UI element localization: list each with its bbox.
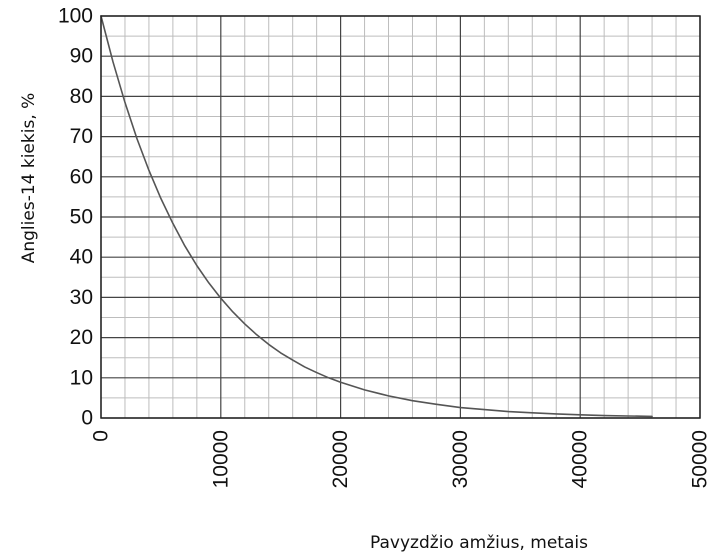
decay-curve-point [580,414,581,415]
decay-curve-line [100,15,653,418]
y-tick-label: 30 [70,286,93,309]
decay-curve-point [292,360,293,361]
x-tick-labels: 0 10000 20000 30000 40000 50000 [90,430,712,488]
decay-curve-point [364,389,365,390]
x-tick-label: 20000 [329,430,352,488]
y-tick-label: 60 [70,165,93,188]
y-tick-label: 90 [70,45,93,68]
decay-curve-point [436,404,437,405]
x-tick-label: 30000 [449,430,472,488]
decay-curve-point [304,366,305,367]
decay-curve-point [256,334,257,335]
decay-curve-point [556,413,557,414]
decay-curve-point [388,395,389,396]
decay-curve-point [112,61,113,62]
x-tick-label: 0 [90,430,113,442]
decay-curve-point [220,298,221,299]
series-layer [100,15,653,418]
y-tick-label: 80 [70,85,93,108]
decay-curve-point [604,415,605,416]
x-axis-title: Pavyzdžio amžius, metais [370,533,588,553]
decay-curve-point [532,412,533,413]
y-axis-title: Anglies-14 kiekis, % [19,93,39,264]
decay-curve-point [124,102,125,103]
decay-curve-point [340,382,341,383]
x-tick-label: 40000 [569,430,592,488]
decay-curve-point [280,352,281,353]
decay-curve-point [628,415,629,416]
plot-frame [100,15,701,419]
y-tick-label: 20 [70,326,93,349]
decay-curve-point [172,223,173,224]
decay-curve-point [232,311,233,312]
decay-curve-point [184,245,185,246]
y-tick-label: 50 [70,206,93,229]
y-tick-label: 100 [58,5,93,28]
decay-curve-point [508,411,509,412]
y-tick-label: 0 [81,407,93,430]
x-tick-label: 50000 [689,430,712,488]
y-tick-label: 70 [70,125,93,148]
decay-curve-point [196,265,197,266]
y-tick-label: 40 [70,246,93,269]
decay-curve-point [316,372,317,373]
decay-curve-point [244,323,245,324]
decay-curve-point [412,400,413,401]
decay-curve-point [651,416,652,417]
y-tick-label: 10 [70,366,93,389]
decay-curve-point [208,282,209,283]
decay-curve-point [460,407,461,408]
x-tick-label: 10000 [209,430,232,488]
decay-curve-point [160,198,161,199]
decay-curve-point [484,409,485,410]
decay-curve-point [136,138,137,139]
decay-curve-point [328,377,329,378]
decay-curve-point [268,344,269,345]
decay-curve-point [148,170,149,171]
y-tick-labels: 0 10 20 30 40 50 60 70 80 90 100 [58,5,93,430]
